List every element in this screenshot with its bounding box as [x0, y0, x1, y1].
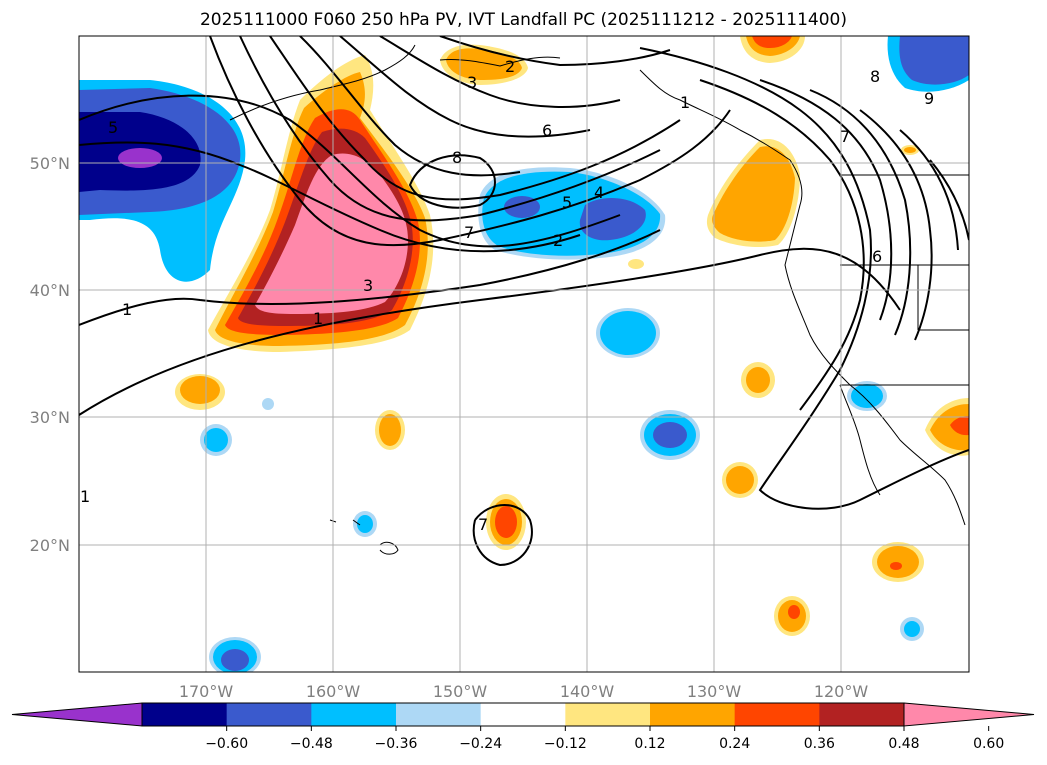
colorbar-segment	[565, 703, 651, 726]
colorbar-tick-label: −0.48	[290, 736, 333, 752]
colorbar-segment	[734, 703, 820, 726]
contour-label: 3	[363, 276, 373, 295]
contour-label: 2	[553, 231, 563, 250]
contour-label: 6	[872, 247, 882, 266]
contour-label: 4	[594, 183, 604, 202]
ivt-contours	[79, 36, 969, 567]
map-frame	[78, 35, 970, 673]
contour-labels: 8 6 7 5 4 2 3 1 3 2 1 7 8 9 6 7 1 1 5	[80, 57, 934, 534]
lon-tick-labels: 170°W 160°W 150°W 140°W 130°W 120°W	[179, 682, 869, 701]
lat-tick-label: 40°N	[30, 281, 70, 300]
contour-label: 1	[80, 487, 90, 506]
contour-label: 9	[924, 89, 934, 108]
colorbar-tick-label: −0.60	[205, 736, 248, 752]
colorbar-tick-label: −0.36	[375, 736, 418, 752]
contour-label: 5	[108, 118, 118, 137]
colorbar-extend-high	[903, 702, 1035, 727]
contour-label: 8	[870, 67, 880, 86]
colorbar-segment	[311, 703, 397, 726]
colorbar-segment	[819, 703, 905, 726]
lat-tick-label: 30°N	[30, 408, 70, 427]
contour-label: 1	[680, 93, 690, 112]
lon-tick-label: 150°W	[433, 682, 488, 701]
lon-tick-label: 130°W	[687, 682, 742, 701]
colorbar-tick-label: −0.24	[459, 736, 502, 752]
colorbar-segment	[650, 703, 736, 726]
contour-label: 1	[313, 309, 323, 328]
lat-tick-labels: 20°N 30°N 40°N 50°N	[30, 154, 70, 555]
negative-anomaly-northwest	[79, 80, 246, 282]
lat-tick-label: 50°N	[30, 154, 70, 173]
negative-anomaly-north-pacific	[478, 167, 666, 260]
contour-label: 1	[122, 300, 132, 319]
colorbar-tick-label: 0.48	[888, 736, 919, 752]
contour-label: 6	[542, 121, 552, 140]
colorbar-frame	[141, 702, 905, 727]
lat-tick-label: 20°N	[30, 536, 70, 555]
contour-label: 7	[464, 223, 474, 242]
colorbar-tick-label: 0.36	[804, 736, 835, 752]
contour-label: 3	[467, 73, 477, 92]
lon-tick-label: 140°W	[560, 682, 615, 701]
map-title: 2025111000 F060 250 hPa PV, IVT Landfall…	[199, 10, 847, 30]
colorbar-tick-label: −0.12	[544, 736, 587, 752]
contour-label: 8	[452, 148, 462, 167]
colorbar-tick-label: 0.24	[719, 736, 750, 752]
colorbar-segment	[142, 703, 228, 726]
gridlines	[79, 36, 969, 672]
colorbar-segment	[226, 703, 312, 726]
contour-label: 2	[505, 57, 515, 76]
lon-tick-label: 170°W	[179, 682, 234, 701]
lon-tick-label: 160°W	[306, 682, 361, 701]
colorbar-segment	[480, 703, 566, 726]
contour-label: 7	[478, 515, 488, 534]
colorbar-extend-low	[11, 702, 143, 727]
contour-label: 5	[562, 193, 572, 212]
colorbar-tick-label: 0.12	[634, 736, 665, 752]
contour-label: 7	[840, 127, 850, 146]
colorbar-segment	[396, 703, 482, 726]
lon-tick-label: 120°W	[814, 682, 869, 701]
colorbar-tick-label: 0.60	[973, 736, 1004, 752]
colorbar: −0.60 −0.48 −0.36 −0.24 −0.12 0.12 0.24 0.36 0.4…	[11, 702, 1035, 752]
